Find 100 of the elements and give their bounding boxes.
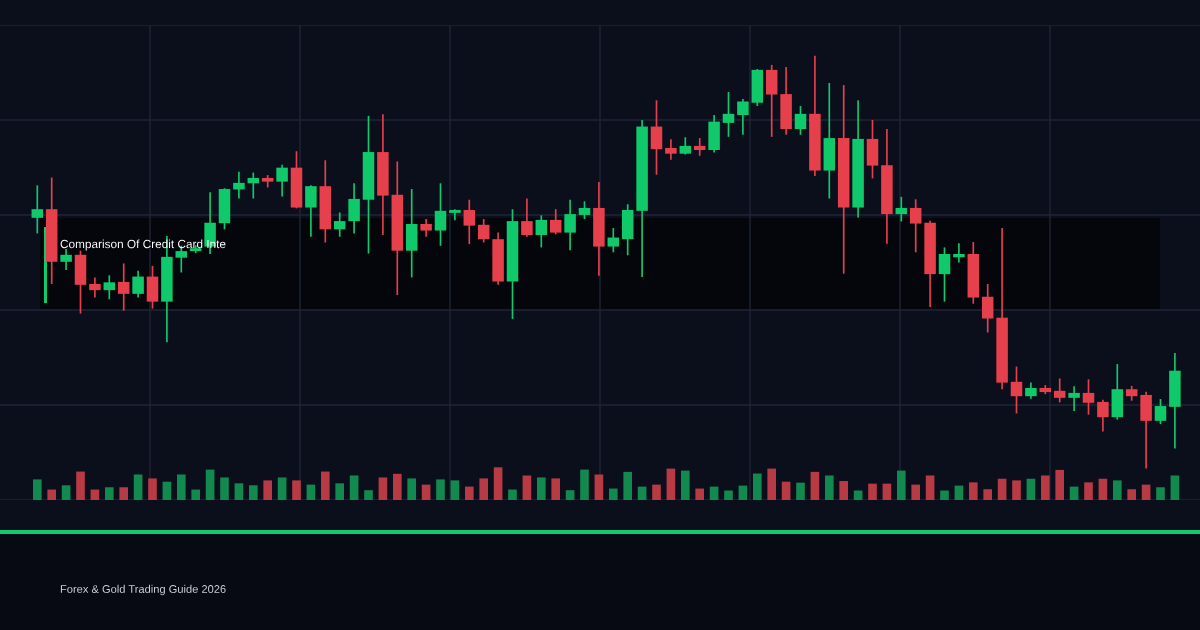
bar xyxy=(551,478,561,500)
bar xyxy=(1069,486,1079,500)
candlestick xyxy=(434,183,447,246)
bar xyxy=(983,489,993,500)
bar xyxy=(580,469,589,500)
candlestick xyxy=(535,215,548,248)
bar xyxy=(76,471,85,500)
candlestick xyxy=(953,243,965,263)
bar xyxy=(594,474,604,500)
bar xyxy=(781,481,791,500)
candlestick xyxy=(132,270,144,298)
bar xyxy=(796,482,805,500)
bar xyxy=(1012,480,1021,500)
bar xyxy=(824,475,834,500)
candlestick xyxy=(938,247,951,302)
candlestick xyxy=(117,263,130,311)
bar xyxy=(450,480,460,500)
bar xyxy=(162,481,172,500)
bar xyxy=(61,485,71,500)
candlestick xyxy=(521,198,533,237)
candlestick xyxy=(1097,399,1109,432)
candlestick xyxy=(607,228,620,253)
bar xyxy=(695,488,705,500)
candlestick xyxy=(981,283,994,333)
bar xyxy=(493,467,503,500)
candlestick xyxy=(31,185,44,234)
bar xyxy=(882,483,892,500)
candlestick xyxy=(449,209,461,221)
candlestick xyxy=(1010,366,1023,414)
bar xyxy=(652,484,661,500)
candlestick xyxy=(463,199,476,245)
bar xyxy=(176,474,186,500)
candlestick xyxy=(103,275,116,300)
bar xyxy=(954,485,964,500)
bar xyxy=(680,470,690,500)
bar xyxy=(608,488,618,500)
bar xyxy=(637,486,647,500)
bar xyxy=(666,468,676,500)
bar xyxy=(1084,482,1093,500)
text: Forex & Gold Trading Guide 2026 xyxy=(60,584,226,596)
bar xyxy=(349,475,359,500)
candlestick xyxy=(895,196,908,222)
candlestick xyxy=(1154,399,1167,425)
bar xyxy=(1156,487,1165,500)
candlestick xyxy=(794,106,807,135)
bar xyxy=(565,490,575,500)
bar xyxy=(464,486,474,500)
bar xyxy=(1026,478,1036,500)
bar xyxy=(536,477,546,500)
bar xyxy=(997,478,1007,500)
bar xyxy=(220,477,229,500)
candlestick xyxy=(348,183,360,234)
bar xyxy=(32,479,42,500)
bar xyxy=(436,479,445,500)
bar xyxy=(1127,489,1137,500)
bar xyxy=(522,475,532,500)
candlestick xyxy=(665,139,677,160)
candlestick xyxy=(909,199,922,253)
bar xyxy=(392,473,402,500)
bar xyxy=(421,484,431,500)
candlestick xyxy=(722,92,735,137)
bar xyxy=(868,483,877,500)
bar xyxy=(205,469,215,500)
bar xyxy=(911,484,921,500)
bar xyxy=(623,471,633,500)
candlestick xyxy=(60,249,72,271)
bar xyxy=(248,485,258,500)
bar xyxy=(292,480,301,500)
candlestick xyxy=(1053,378,1066,403)
candlestick xyxy=(693,138,706,156)
bar xyxy=(306,484,316,500)
bar xyxy=(724,490,733,500)
bar xyxy=(1112,480,1122,500)
bar xyxy=(148,478,157,500)
bar xyxy=(234,483,244,500)
bar xyxy=(940,490,949,500)
bar xyxy=(263,480,273,500)
bar xyxy=(752,473,762,500)
bar xyxy=(738,485,748,500)
bar xyxy=(104,487,114,500)
bar xyxy=(925,475,935,500)
bar xyxy=(407,478,417,500)
bar xyxy=(1055,469,1065,500)
candlestick xyxy=(737,99,749,135)
candlestick xyxy=(1082,379,1095,415)
bar xyxy=(378,477,388,500)
candlestick xyxy=(276,164,288,197)
bar xyxy=(47,489,57,500)
bar xyxy=(119,487,129,500)
bar xyxy=(320,471,330,500)
candlestick xyxy=(1068,386,1080,411)
bar xyxy=(896,470,906,500)
candlestick xyxy=(89,277,101,298)
bar xyxy=(508,489,517,500)
candlestick xyxy=(305,185,317,237)
bar xyxy=(277,477,287,500)
candlestick xyxy=(549,209,562,235)
bar xyxy=(1141,484,1151,500)
bar xyxy=(1040,475,1050,500)
bar xyxy=(709,486,719,500)
